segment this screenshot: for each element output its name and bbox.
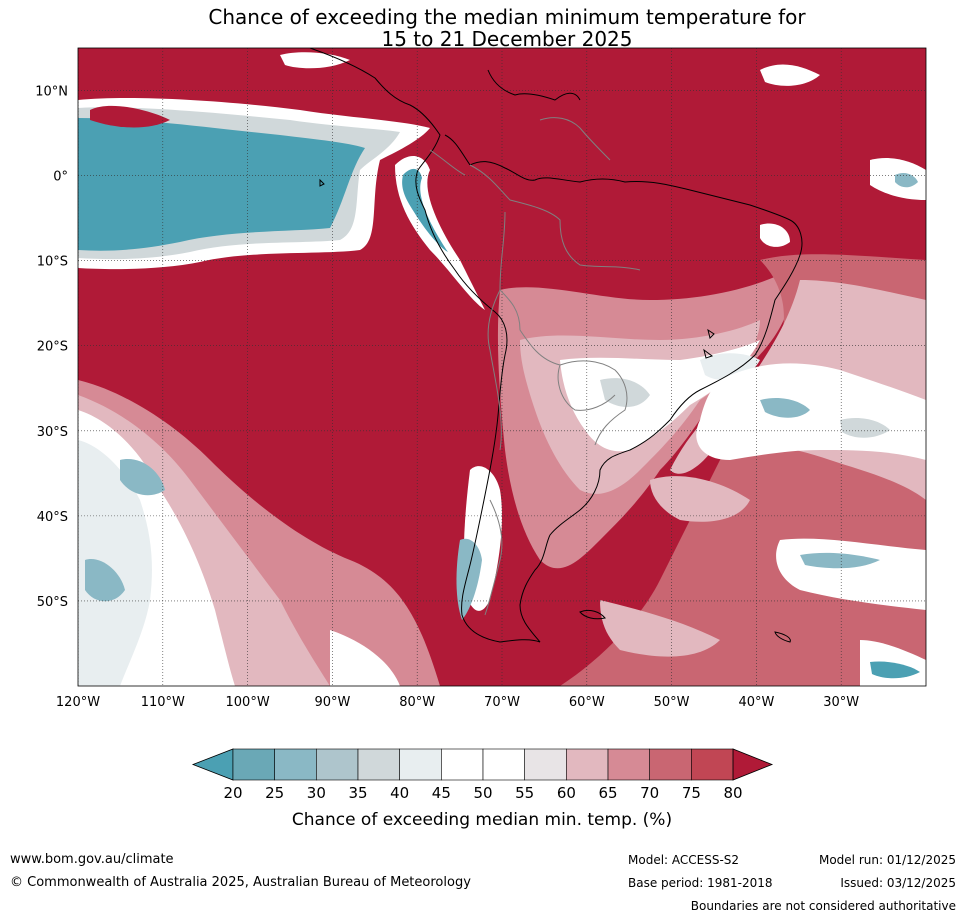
lat-tick-label: 10°N — [35, 85, 68, 100]
colorbar-segment — [274, 748, 317, 781]
model-run-date: Model run: 01/12/2025 — [818, 853, 956, 867]
lon-tick-label: 40°W — [738, 695, 774, 710]
lon-tick-label: 50°W — [654, 695, 690, 710]
lon-tick-label: 70°W — [484, 695, 520, 710]
lat-tick-label: 10°S — [37, 255, 68, 270]
colorbar-tick-label: 30 — [307, 784, 326, 802]
website-link[interactable]: www.bom.gov.au/climate — [10, 852, 174, 867]
lon-tick-label: 120°W — [56, 695, 100, 710]
lon-tick-label: 100°W — [226, 695, 270, 710]
colorbar-tick-label: 70 — [640, 784, 659, 802]
colorbar — [191, 748, 774, 781]
boundaries-disclaimer: Boundaries are not considered authoritat… — [690, 899, 956, 913]
colorbar-segment — [357, 748, 400, 781]
colorbar-tick-label: 25 — [265, 784, 284, 802]
lon-tick-label: 90°W — [314, 695, 350, 710]
colorbar-tick-label: 20 — [223, 784, 242, 802]
colorbar-tick-label: 75 — [682, 784, 701, 802]
country-borders — [429, 117, 641, 616]
colorbar-tick-label: 40 — [390, 784, 409, 802]
south-america-interior-mixed-region — [497, 270, 792, 569]
lon-tick-label: 110°W — [141, 695, 185, 710]
colorbar-label: Chance of exceeding median min. temp. (%… — [292, 810, 672, 830]
lon-tick-label: 80°W — [399, 695, 435, 710]
colorbar-segment — [482, 748, 525, 781]
patagonia-mixed-region — [456, 466, 502, 620]
base-period: Base period: 1981-2018 — [628, 876, 773, 890]
south-america-coastline — [309, 48, 803, 643]
lat-tick-label: 50°S — [37, 595, 68, 610]
south-pacific-mixed-region — [78, 380, 440, 686]
colorbar-tick-label: 65 — [598, 784, 617, 802]
colorbar-tick-label: 35 — [348, 784, 367, 802]
colorbar-tick-label: 60 — [557, 784, 576, 802]
lat-tick-label: 0° — [53, 170, 68, 185]
colorbar-tick-label: 80 — [723, 784, 742, 802]
colorbar-segment — [441, 748, 484, 781]
lat-tick-label: 20°S — [37, 340, 68, 355]
lon-tick-label: 60°W — [569, 695, 605, 710]
latitude-tick-labels: 10°N 0° 10°S 20°S 30°S 40°S 50°S — [35, 85, 68, 610]
colorbar-segment — [566, 748, 609, 781]
colorbar-tick-labels: 20 25 30 35 40 45 50 55 60 65 70 75 80 — [223, 784, 742, 802]
map-title-line2: 15 to 21 December 2025 — [381, 27, 633, 51]
colorbar-high-extend — [732, 748, 774, 781]
lat-tick-label: 40°S — [37, 510, 68, 525]
pacific-low-chance-region — [78, 98, 430, 270]
colorbar-low-extend — [191, 748, 234, 781]
colorbar-tick-label: 50 — [473, 784, 492, 802]
map-title-line1: Chance of exceeding the median minimum t… — [208, 5, 806, 29]
colorbar-tick-label: 55 — [515, 784, 534, 802]
colorbar-segment — [607, 748, 651, 781]
map-frame — [77, 47, 927, 687]
colorbar-segment — [232, 748, 275, 781]
south-atlantic-mixed-region — [280, 52, 926, 686]
colorbar-segment — [649, 748, 692, 781]
model-name: Model: ACCESS-S2 — [628, 853, 740, 867]
colorbar-segment — [316, 748, 359, 781]
issued-date: Issued: 03/12/2025 — [840, 876, 956, 890]
colorbar-segment — [399, 748, 442, 781]
lon-tick-label: 30°W — [823, 695, 859, 710]
colorbar-segment — [524, 748, 567, 781]
lat-tick-label: 30°S — [37, 425, 68, 440]
copyright-text: © Commonwealth of Australia 2025, Austra… — [10, 875, 471, 890]
colorbar-segment — [691, 748, 734, 781]
longitude-tick-labels: 120°W 110°W 100°W 90°W 80°W 70°W 60°W 50°W 40°W 3… — [56, 695, 859, 710]
colorbar-tick-label: 45 — [432, 784, 451, 802]
